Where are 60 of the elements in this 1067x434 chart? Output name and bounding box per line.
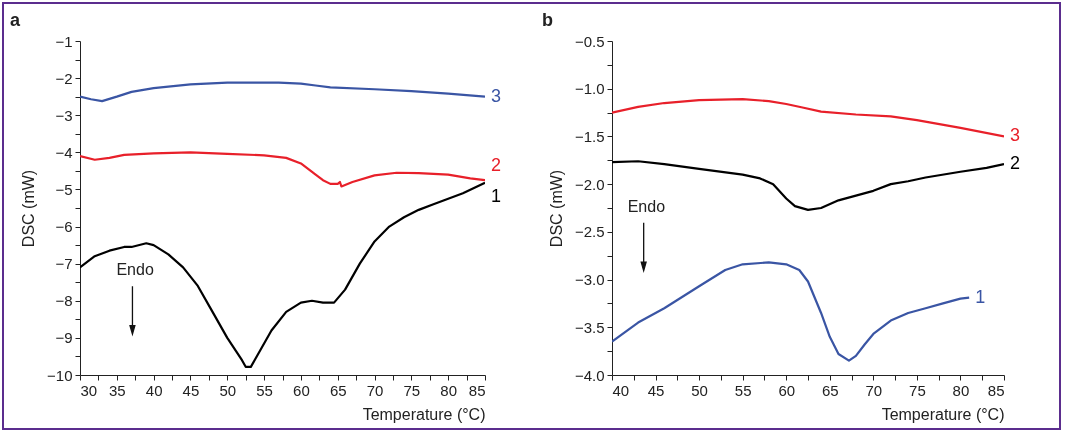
y-tick-label: −2.0 — [574, 175, 605, 193]
y-tick-label: −9 — [55, 329, 73, 347]
x-tick-label: 65 — [329, 381, 347, 399]
annotation: Endo — [116, 261, 154, 279]
y-tick-label: −2.5 — [574, 223, 605, 241]
x-tick-label: 60 — [778, 381, 796, 399]
x-tick-label: 80 — [952, 381, 970, 399]
series-label: 1 — [491, 185, 502, 206]
x-tick-label: 50 — [691, 381, 708, 399]
series-label: 3 — [1010, 125, 1021, 146]
y-tick-label: −3 — [55, 106, 73, 124]
line-series — [80, 81, 485, 103]
line-series — [612, 261, 971, 362]
x-tick-label: 35 — [108, 381, 126, 399]
y-tick-label: −2 — [55, 69, 73, 87]
x-tick-label: 50 — [219, 381, 237, 399]
line-series — [612, 98, 1004, 138]
x-tick-label: 55 — [734, 381, 752, 399]
series-label: 2 — [491, 155, 502, 176]
x-tick-label: 30 — [80, 381, 98, 399]
chart-title: b — [542, 10, 553, 30]
y-tick-label: −0.5 — [574, 32, 605, 50]
series-label: 3 — [491, 85, 502, 106]
chart-title: a — [10, 10, 21, 30]
y-tick-label: −8 — [55, 292, 73, 310]
line-series — [80, 181, 485, 368]
y-tick-label: −1.5 — [574, 127, 605, 145]
y-tick-label: −4 — [55, 143, 73, 161]
x-tick-label: 80 — [440, 381, 458, 399]
y-tick-label: −3.0 — [574, 271, 605, 289]
x-tick-label: 40 — [612, 381, 630, 399]
x-tick-label: 45 — [182, 381, 200, 399]
y-tick-label: −5 — [55, 180, 73, 198]
y-tick-label: −1.0 — [574, 80, 605, 98]
x-tick-label: 55 — [256, 381, 273, 399]
y-tick-label: −1 — [55, 32, 73, 50]
x-tick-label: 70 — [865, 381, 883, 399]
series-label: 1 — [975, 286, 986, 307]
line-series — [612, 160, 1004, 212]
annotation: Endo — [627, 197, 666, 215]
x-axis-title: Temperature (°C) — [881, 405, 1005, 423]
x-tick-label: 45 — [647, 381, 665, 399]
x-tick-label: 75 — [909, 381, 926, 399]
y-tick-label: −10 — [47, 366, 73, 384]
y-tick-label: −4.0 — [574, 366, 605, 384]
x-tick-label: 75 — [403, 381, 421, 399]
x-tick-label: 60 — [293, 381, 310, 399]
x-tick-label: 85 — [987, 381, 1005, 399]
x-tick-label: 65 — [821, 381, 839, 399]
y-tick-label: −6 — [55, 218, 73, 236]
x-tick-label: 40 — [145, 381, 163, 399]
y-tick-label: −7 — [55, 255, 73, 273]
x-tick-label: 85 — [468, 381, 486, 399]
y-tick-label: −3.5 — [574, 318, 605, 336]
x-tick-label: 70 — [366, 381, 384, 399]
line-series — [80, 151, 485, 188]
y-axis-title: DSC (mW) — [20, 169, 38, 248]
y-axis-title: DSC (mW) — [547, 169, 565, 248]
series-label: 2 — [1010, 153, 1021, 174]
x-axis-title: Temperature (°C) — [362, 405, 486, 423]
